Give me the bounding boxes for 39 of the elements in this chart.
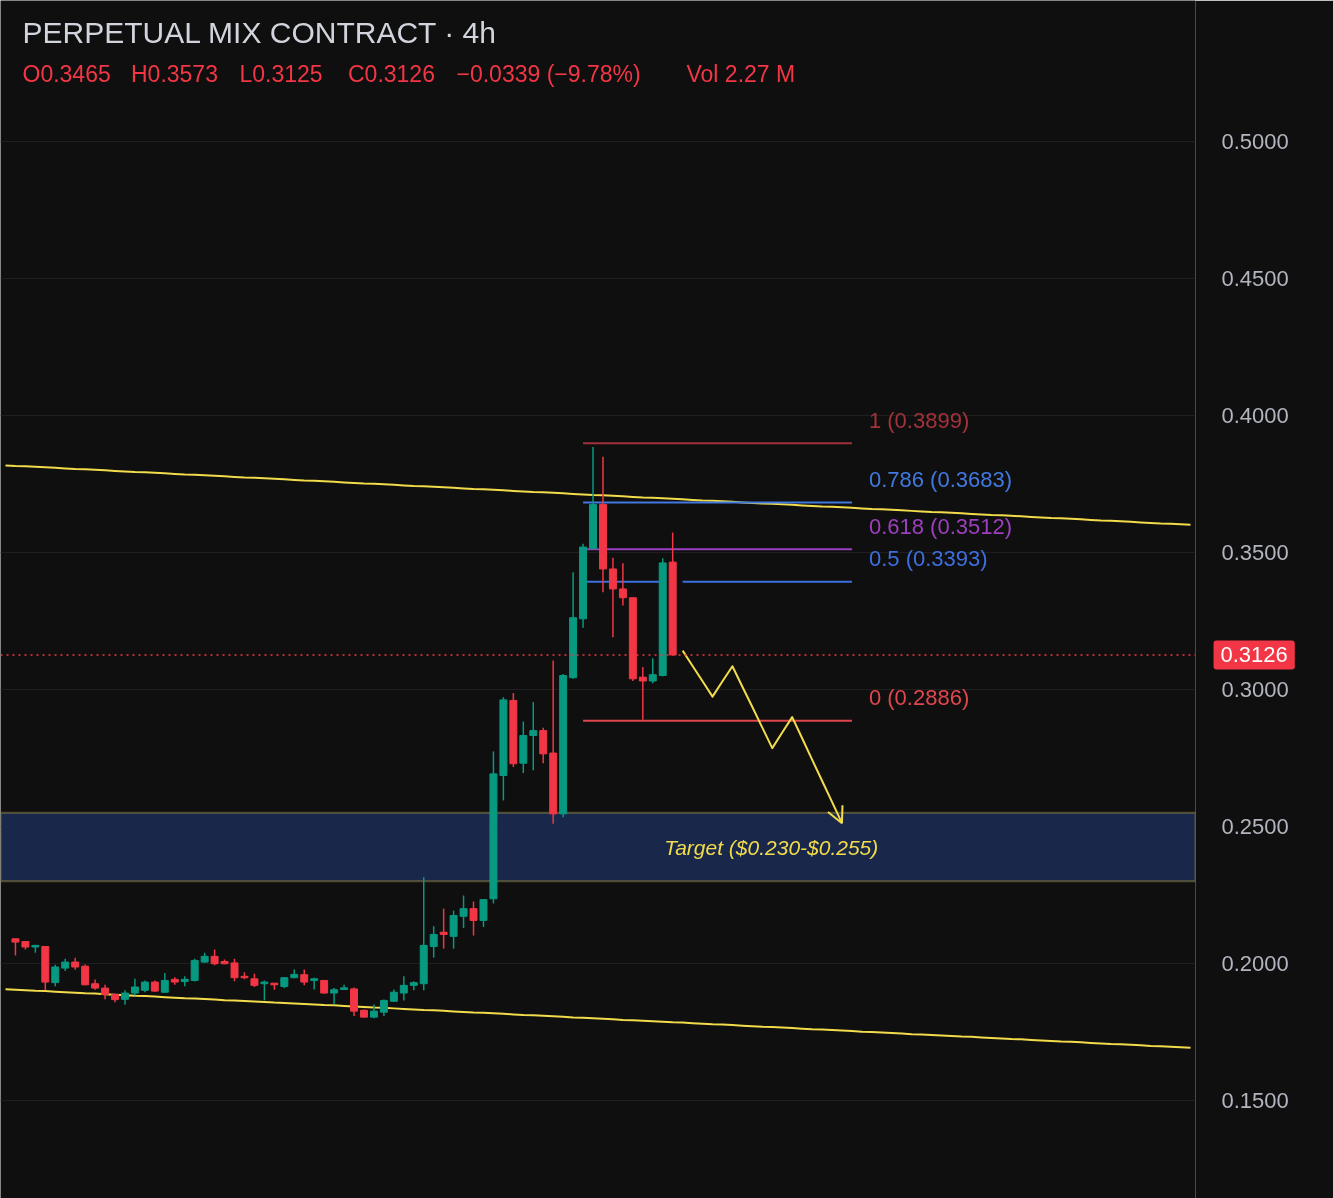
y-tick-label: 0.1500 [1221, 1087, 1289, 1113]
series-label: 0.618 (0.3512) [868, 513, 1013, 539]
y-tick-label: 0.3500 [1221, 540, 1289, 566]
series-label: 0 (0.2886) [868, 685, 970, 711]
candlestick [399, 975, 408, 1002]
annotation: O0.3465 [22, 60, 111, 87]
line-series [4, 988, 1192, 1049]
ref-line-label: 0.3126 [1220, 642, 1288, 668]
candlestick [479, 898, 488, 928]
annotation: H0.3573 [131, 60, 218, 87]
series-label: 0.5 (0.3393) [868, 546, 988, 572]
candlestick [648, 657, 657, 684]
annotation: Vol 2.27 M [686, 60, 796, 87]
candlestick [51, 964, 60, 987]
candlestick [539, 727, 548, 764]
text: PERPETUAL MIX CONTRACT · 4h [22, 16, 496, 49]
candlestick [469, 900, 478, 937]
band-label: Target ($0.230-$0.255) [664, 835, 879, 859]
y-tick-label: 0.3000 [1221, 676, 1289, 702]
y-tick-label: 0.2500 [1221, 813, 1289, 839]
series-label: 0.786 (0.3683) [868, 466, 1013, 492]
candlestick [529, 701, 538, 772]
annotation: −0.0339 (−9.78%) [456, 60, 641, 87]
series-label: 1 (0.3899) [868, 407, 970, 433]
candlestick [608, 556, 617, 638]
candlestick [350, 986, 359, 1017]
y-tick-label: 0.4500 [1221, 266, 1289, 292]
y-tick-label: 0.5000 [1221, 129, 1289, 155]
annotation: C0.3126 [348, 60, 435, 87]
y-tick-label: 0.2000 [1221, 950, 1289, 976]
candlestick [190, 958, 199, 983]
annotation: L0.3125 [239, 60, 323, 87]
candlestick [618, 562, 627, 607]
y-tick-label: 0.4000 [1221, 403, 1289, 429]
candlestick [439, 907, 448, 950]
candlestick [330, 987, 339, 1006]
candlestick [260, 979, 269, 1002]
candlestick [429, 925, 438, 959]
candlestick [638, 666, 647, 721]
